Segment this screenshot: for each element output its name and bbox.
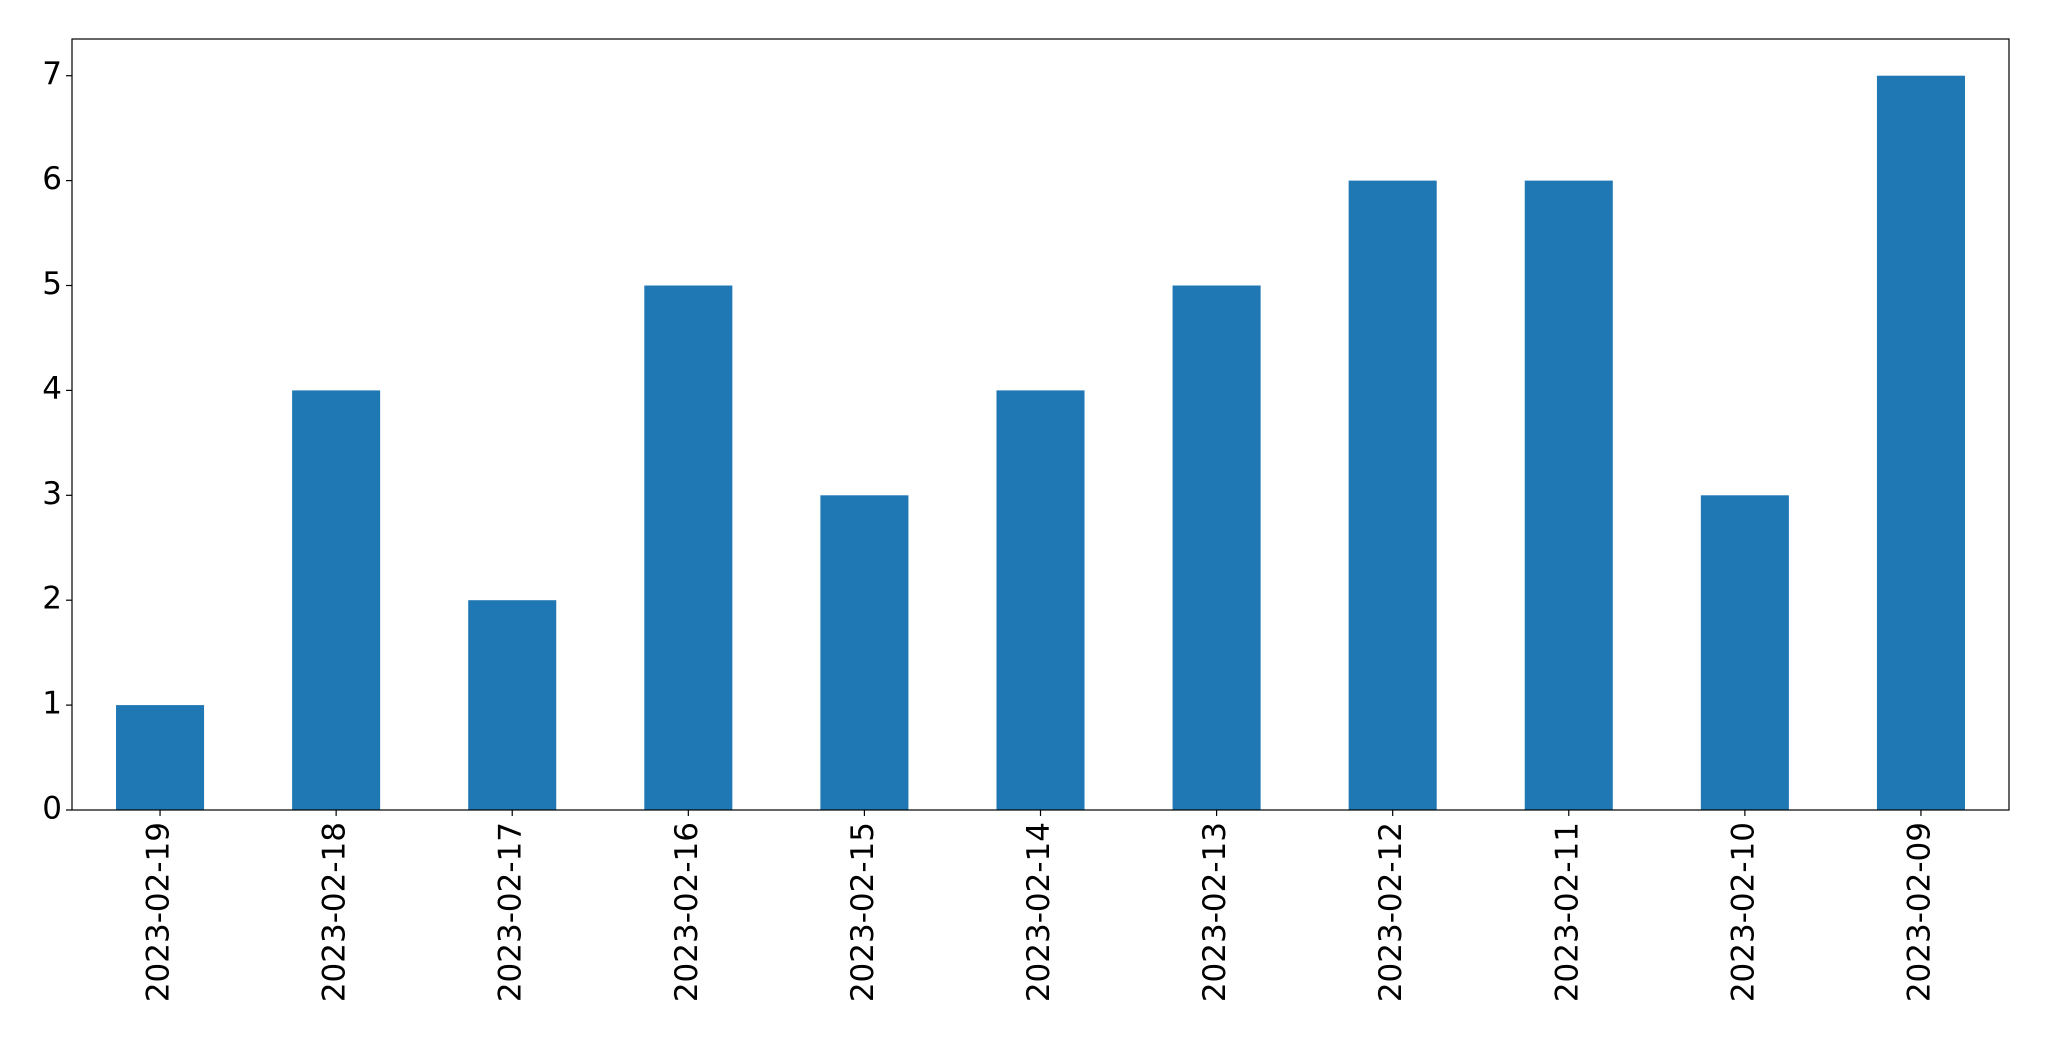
bar [468,600,557,810]
y-tick-label: 2 [42,581,62,617]
bar [996,390,1085,810]
x-tick-label: 2023-02-13 [1197,822,1233,1002]
y-tick-label: 7 [42,56,62,92]
bar [292,390,381,810]
y-tick-label: 5 [42,266,62,302]
bar [820,495,909,810]
x-tick-label: 2023-02-16 [669,822,705,1002]
bar [1348,180,1437,810]
bar [1172,285,1261,810]
bar [1700,495,1789,810]
x-tick-label: 2023-02-11 [1549,822,1585,1002]
x-tick-label: 2023-02-17 [493,822,529,1002]
y-tick-label: 1 [42,686,62,722]
y-tick-label: 3 [42,476,62,512]
x-tick-label: 2023-02-10 [1725,822,1761,1002]
x-tick-label: 2023-02-18 [317,822,353,1002]
x-tick-label: 2023-02-19 [141,822,177,1002]
bar [116,705,205,810]
y-tick-label: 0 [42,791,62,827]
y-tick-label: 6 [42,161,62,197]
bar [1524,180,1613,810]
bar [644,285,733,810]
x-tick-label: 2023-02-09 [1901,822,1937,1002]
x-tick-label: 2023-02-14 [1021,822,1057,1002]
x-tick-label: 2023-02-12 [1373,822,1409,1002]
y-tick-label: 4 [42,371,62,407]
x-tick-label: 2023-02-15 [845,822,881,1002]
plot-frame [71,38,2010,811]
bar [1876,75,1965,810]
